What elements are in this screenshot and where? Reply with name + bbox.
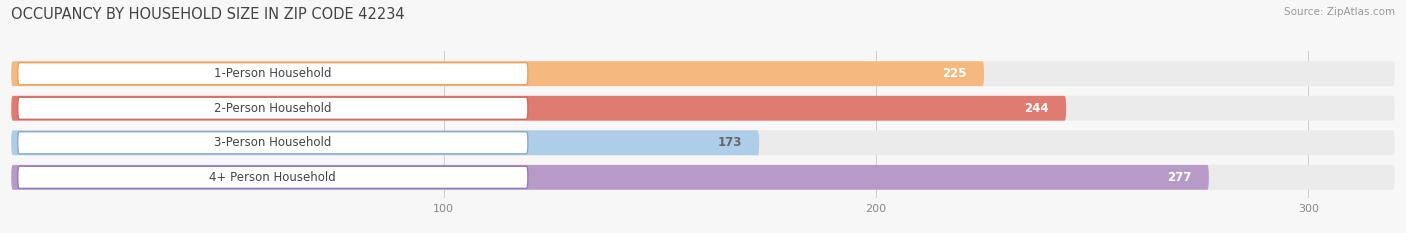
Text: OCCUPANCY BY HOUSEHOLD SIZE IN ZIP CODE 42234: OCCUPANCY BY HOUSEHOLD SIZE IN ZIP CODE … <box>11 7 405 22</box>
Text: 225: 225 <box>942 67 967 80</box>
FancyBboxPatch shape <box>11 96 1066 121</box>
FancyBboxPatch shape <box>18 166 527 188</box>
Text: Source: ZipAtlas.com: Source: ZipAtlas.com <box>1284 7 1395 17</box>
Text: 173: 173 <box>717 136 742 149</box>
Text: 2-Person Household: 2-Person Household <box>214 102 332 115</box>
Text: 3-Person Household: 3-Person Household <box>214 136 332 149</box>
FancyBboxPatch shape <box>11 165 1209 190</box>
FancyBboxPatch shape <box>11 61 1395 86</box>
Text: 4+ Person Household: 4+ Person Household <box>209 171 336 184</box>
Text: 1-Person Household: 1-Person Household <box>214 67 332 80</box>
FancyBboxPatch shape <box>11 96 1395 121</box>
FancyBboxPatch shape <box>11 130 1395 155</box>
FancyBboxPatch shape <box>11 130 759 155</box>
Text: 244: 244 <box>1024 102 1049 115</box>
FancyBboxPatch shape <box>18 97 527 119</box>
Text: 277: 277 <box>1167 171 1191 184</box>
FancyBboxPatch shape <box>11 165 1395 190</box>
FancyBboxPatch shape <box>18 132 527 154</box>
FancyBboxPatch shape <box>11 61 984 86</box>
FancyBboxPatch shape <box>18 63 527 85</box>
